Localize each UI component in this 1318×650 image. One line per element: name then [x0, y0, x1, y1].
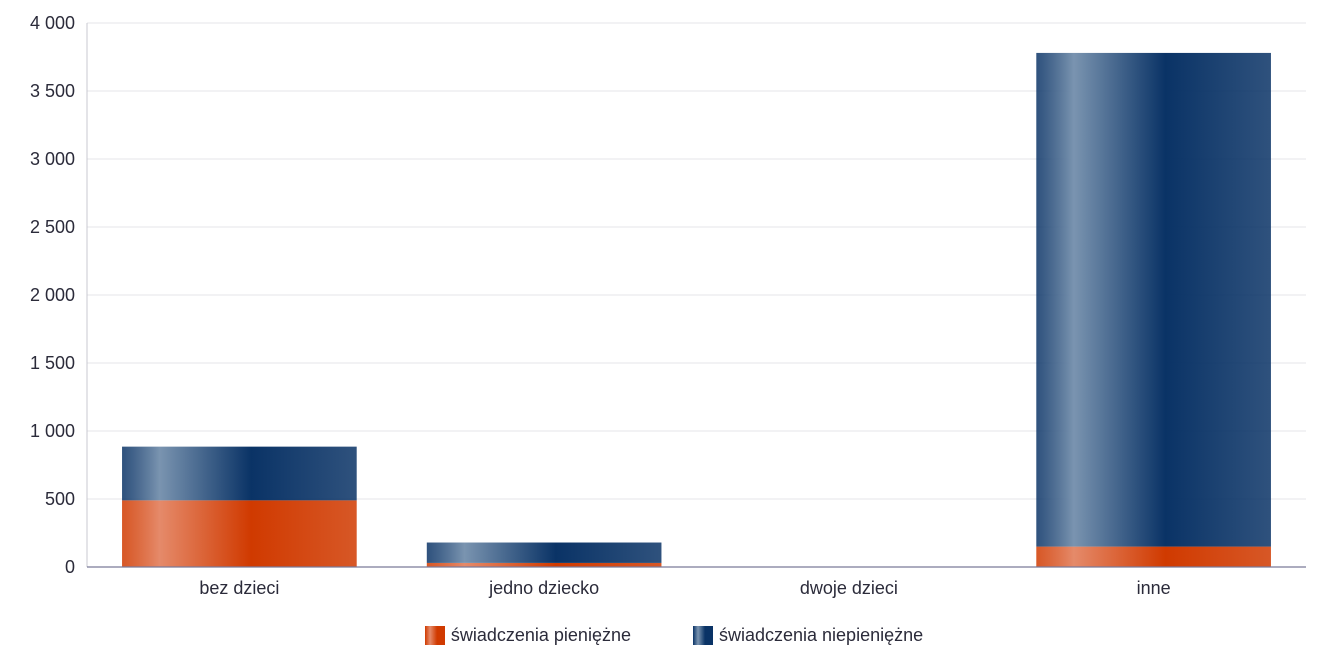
y-tick-label: 3 000	[30, 149, 75, 169]
y-tick-label: 1 500	[30, 353, 75, 373]
y-tick-label: 2 500	[30, 217, 75, 237]
legend-label: świadczenia pieniężne	[450, 624, 631, 645]
legend-item-series-1[interactable]: świadczenia niepieniężne	[692, 624, 924, 646]
bar-1-3[interactable]	[1036, 52, 1271, 547]
x-tick-label: bez dzieci	[199, 578, 279, 598]
legend-swatch-icon	[424, 625, 445, 645]
legend-item-series-0[interactable]: świadczenia pieniężne	[424, 624, 631, 646]
legend-swatch-icon	[692, 625, 713, 645]
x-tick-label: jedno dziecko	[488, 578, 599, 598]
axes	[86, 23, 1306, 568]
bar-1-1[interactable]	[426, 542, 662, 563]
x-tick-label: dwoje dzieci	[800, 578, 898, 598]
x-tick-label: inne	[1137, 578, 1171, 598]
legend: świadczenia pieniężne świadczenia niepie…	[0, 620, 1318, 650]
y-tick-label: 2 000	[30, 285, 75, 305]
y-tick-label: 3 500	[30, 81, 75, 101]
chart-canvas: 0 500 1 000 1 500 2 000 2 500 3 000 3 500 4 000 b…	[30, 13, 1306, 598]
bars	[122, 52, 1271, 567]
y-tick-label: 1 000	[30, 421, 75, 441]
tick-labels: 0 500 1 000 1 500 2 000 2 500 3 000 3 500 4 000 b…	[30, 13, 1171, 598]
y-tick-label: 0	[65, 557, 75, 577]
bar-1-0[interactable]	[122, 446, 357, 501]
y-tick-label: 500	[45, 489, 75, 509]
y-tick-label: 4 000	[30, 13, 75, 33]
legend-label: świadczenia niepieniężne	[718, 624, 924, 645]
bar-0-3[interactable]	[1036, 546, 1271, 567]
gridlines	[87, 22, 1306, 500]
bar-0-1[interactable]	[426, 562, 662, 567]
bar-0-0[interactable]	[122, 500, 357, 567]
